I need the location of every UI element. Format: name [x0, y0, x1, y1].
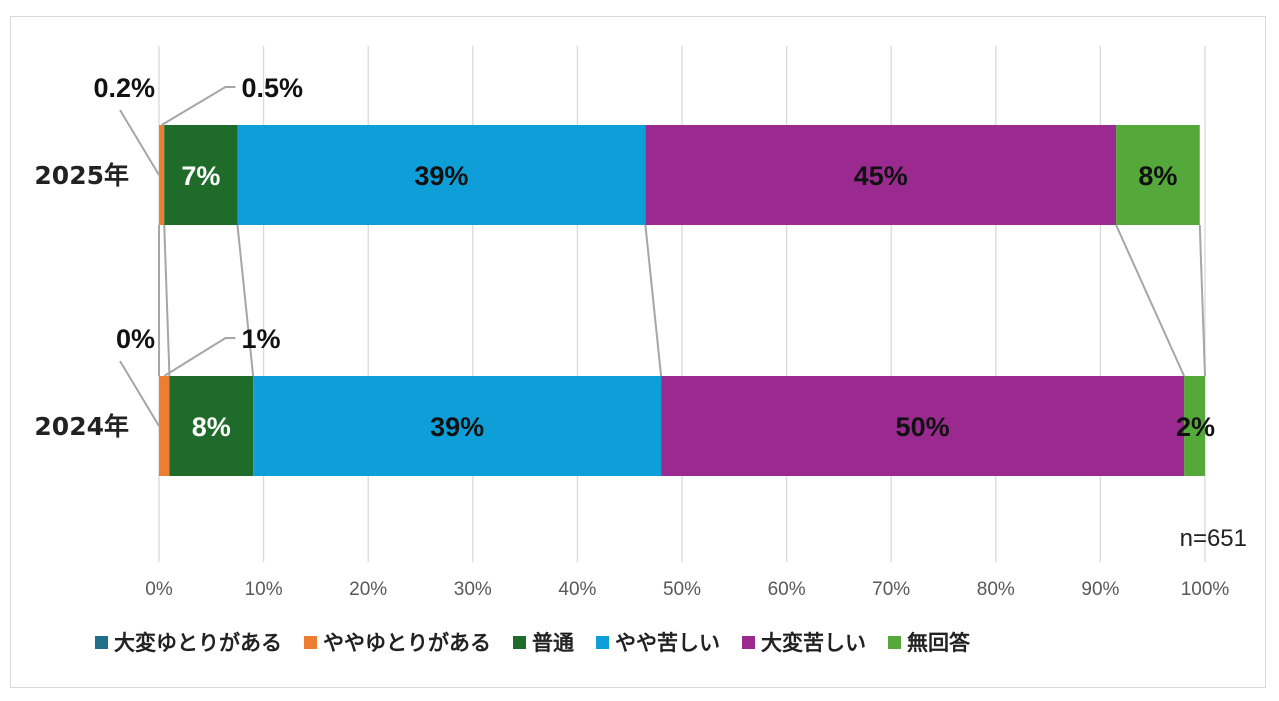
data-label: 1% [241, 324, 280, 354]
bar-segment [661, 376, 1185, 476]
legend-swatch [888, 635, 901, 649]
sample-size-annotation: n=651 [1180, 525, 1247, 552]
series-connector-line [644, 224, 663, 377]
legend-item: 普通 [513, 627, 574, 657]
legend-label: 無回答 [907, 631, 970, 655]
data-label: 0.2% [93, 73, 155, 103]
x-tick-label: 30% [454, 579, 492, 600]
bar-segment [169, 376, 254, 476]
series-connector-line [163, 224, 171, 377]
bar-segment [1116, 125, 1200, 225]
series-connector-line [1115, 224, 1185, 377]
x-tick-label: 70% [872, 579, 910, 600]
data-label: 8% [192, 412, 231, 442]
legend-swatch [304, 635, 317, 649]
series-connector-line [1198, 224, 1206, 377]
series-connector-line [236, 224, 255, 377]
legend-item: 大変ゆとりがある [95, 627, 282, 657]
callout-leader-line [161, 86, 236, 126]
category-label: 2025年 [34, 161, 129, 190]
bar-segment [1184, 376, 1205, 476]
x-tick-label: 90% [1081, 579, 1119, 600]
data-label: 7% [181, 161, 220, 191]
callout-leader-line [119, 360, 160, 427]
legend-swatch [596, 635, 609, 649]
x-tick-label: 40% [558, 579, 596, 600]
callout-leader-line [119, 109, 160, 176]
bar-segment [237, 125, 646, 225]
data-label: 0% [116, 324, 155, 354]
legend-label: やや苦しい [615, 631, 720, 655]
bar-segment [645, 125, 1117, 225]
legend-label: 大変ゆとりがある [114, 631, 282, 655]
chart-legend: 大変ゆとりがある ややゆとりがある 普通 やや苦しい 大変苦しい 無回答 [95, 626, 970, 658]
legend-swatch [95, 635, 108, 649]
data-label: 45% [854, 161, 908, 191]
callout-leader-line [163, 337, 236, 377]
data-label: 39% [414, 161, 468, 191]
bar-segment [253, 376, 662, 476]
bar-segment [159, 125, 165, 225]
data-label: 50% [896, 412, 950, 442]
x-tick-label: 0% [145, 579, 173, 600]
bar-segment [159, 376, 170, 476]
x-tick-label: 60% [768, 579, 806, 600]
legend-item: やや苦しい [596, 627, 720, 657]
legend-item: ややゆとりがある [304, 627, 491, 657]
data-label: 8% [1138, 161, 1177, 191]
bar-segment [164, 125, 238, 225]
legend-swatch [742, 635, 755, 649]
x-tick-label: 10% [245, 579, 283, 600]
data-label: 39% [430, 412, 484, 442]
x-tick-label: 80% [977, 579, 1015, 600]
data-label: 2% [1176, 412, 1215, 442]
x-tick-label: 100% [1181, 579, 1230, 600]
legend-swatch [513, 635, 526, 649]
category-label: 2024年 [34, 412, 129, 441]
legend-label: 大変苦しい [761, 631, 866, 655]
legend-label: 普通 [532, 631, 574, 655]
x-tick-label: 20% [349, 579, 387, 600]
legend-item: 大変苦しい [742, 627, 866, 657]
legend-item: 無回答 [888, 627, 970, 657]
data-label: 0.5% [241, 73, 303, 103]
legend-label: ややゆとりがある [323, 631, 491, 655]
x-tick-label: 50% [663, 579, 701, 600]
